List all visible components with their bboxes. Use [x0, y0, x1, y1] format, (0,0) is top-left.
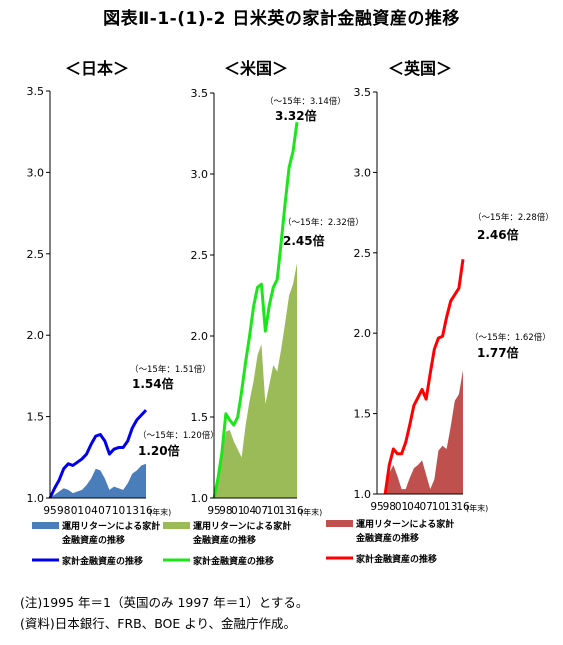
y-tick-label: 2.0	[191, 330, 209, 343]
y-tick-label: 1.5	[354, 408, 372, 421]
panel-title: ＜英国＞	[388, 59, 452, 78]
legend-label: 家計金融資産の推移	[193, 555, 274, 567]
x-axis-unit: (年末)	[149, 507, 171, 517]
y-tick-label: 3.5	[27, 85, 45, 98]
legend-label: 金融資産の推移	[192, 534, 256, 546]
y-tick-label: 2.5	[191, 249, 209, 262]
x-tick-label: 10	[267, 505, 280, 517]
x-tick-label: 98	[383, 501, 396, 513]
x-tick-label: 07	[419, 501, 432, 513]
legend-label: 金融資産の推移	[355, 532, 419, 544]
x-tick-label: 04	[243, 505, 257, 517]
y-tick-label: 1.5	[191, 411, 209, 424]
footnote: (注)1995 年＝1（英国のみ 1997 年＝1）とする。	[20, 595, 309, 610]
return-area-series	[50, 463, 146, 498]
y-tick-label: 1.0	[354, 488, 372, 501]
return-area-series	[214, 263, 297, 498]
x-tick-label: 10	[432, 501, 445, 513]
x-tick-label: 13	[278, 505, 291, 517]
x-tick-label: 16	[290, 505, 304, 517]
annotation: （～15年：1.51倍）	[130, 364, 211, 375]
annotation: （～15年：2.28倍）	[473, 212, 554, 223]
legend-swatch-area	[32, 522, 59, 529]
x-tick-label: 95	[43, 505, 56, 517]
x-tick-label: 95	[207, 505, 220, 517]
legend-label: 金融資産の推移	[61, 534, 125, 546]
y-tick-label: 1.0	[191, 492, 209, 505]
y-tick-label: 2.0	[27, 329, 45, 342]
x-tick-label: 07	[98, 505, 111, 517]
source-note: (資料)日本銀行、FRB、BOE より、金融庁作成。	[20, 616, 297, 631]
x-tick-label: 98	[57, 505, 70, 517]
y-tick-label: 1.0	[27, 492, 45, 505]
x-tick-label: 13	[444, 501, 457, 513]
y-tick-label: 3.5	[354, 86, 372, 99]
y-tick-label: 3.5	[191, 87, 209, 100]
legend-label: 運用リターンによる家計	[193, 520, 291, 532]
legend-label: 家計金融資産の推移	[62, 555, 143, 567]
annotation: （～15年：1.20倍）	[138, 430, 219, 441]
return-area-series	[385, 370, 463, 494]
annotation: 2.45倍	[283, 233, 325, 248]
legend-label: 家計金融資産の推移	[356, 553, 437, 565]
x-tick-label: 13	[126, 505, 139, 517]
annotation: 3.32倍	[275, 108, 317, 123]
annotation: （～15年：3.14倍）	[265, 96, 346, 107]
y-tick-label: 2.5	[27, 248, 45, 261]
annotation: 1.20倍	[138, 443, 180, 458]
y-tick-label: 3.0	[27, 166, 45, 179]
annotation: 2.46倍	[477, 227, 519, 242]
legend-swatch-area	[326, 520, 353, 527]
y-tick-label: 2.0	[354, 327, 372, 340]
x-tick-label: 16	[456, 501, 470, 513]
x-axis-unit: (年末)	[300, 507, 322, 517]
x-tick-label: 04	[407, 501, 421, 513]
x-tick-label: 04	[84, 505, 98, 517]
x-tick-label: 95	[370, 501, 383, 513]
asset-line-series	[48, 409, 148, 499]
x-tick-label: 01	[231, 505, 244, 517]
legend-swatch-area	[163, 522, 190, 529]
asset-line-series	[212, 121, 299, 499]
x-tick-label: 16	[139, 505, 153, 517]
x-axis-unit: (年末)	[466, 503, 488, 513]
annotation: 1.77倍	[477, 345, 519, 360]
y-tick-label: 1.5	[27, 411, 45, 424]
panel-title: ＜日本＞	[65, 59, 129, 78]
annotation: （～15年：2.32倍）	[283, 217, 364, 228]
asset-line-series	[383, 259, 465, 495]
x-tick-label: 98	[219, 505, 232, 517]
panel-title: ＜米国＞	[224, 59, 288, 78]
figure-title: 図表Ⅱ-1-(1)-2 日米英の家計金融資産の推移	[103, 9, 460, 29]
y-tick-label: 3.0	[354, 166, 372, 179]
x-tick-label: 07	[255, 505, 268, 517]
x-tick-label: 10	[112, 505, 125, 517]
x-tick-label: 01	[395, 501, 408, 513]
annotation: 1.54倍	[132, 376, 174, 391]
legend-label: 運用リターンによる家計	[62, 520, 160, 532]
annotation: （～15年：1.62倍）	[470, 332, 551, 343]
y-tick-label: 3.0	[191, 168, 209, 181]
legend-label: 運用リターンによる家計	[356, 518, 454, 530]
x-tick-label: 01	[71, 505, 84, 517]
y-tick-label: 2.5	[354, 247, 372, 260]
